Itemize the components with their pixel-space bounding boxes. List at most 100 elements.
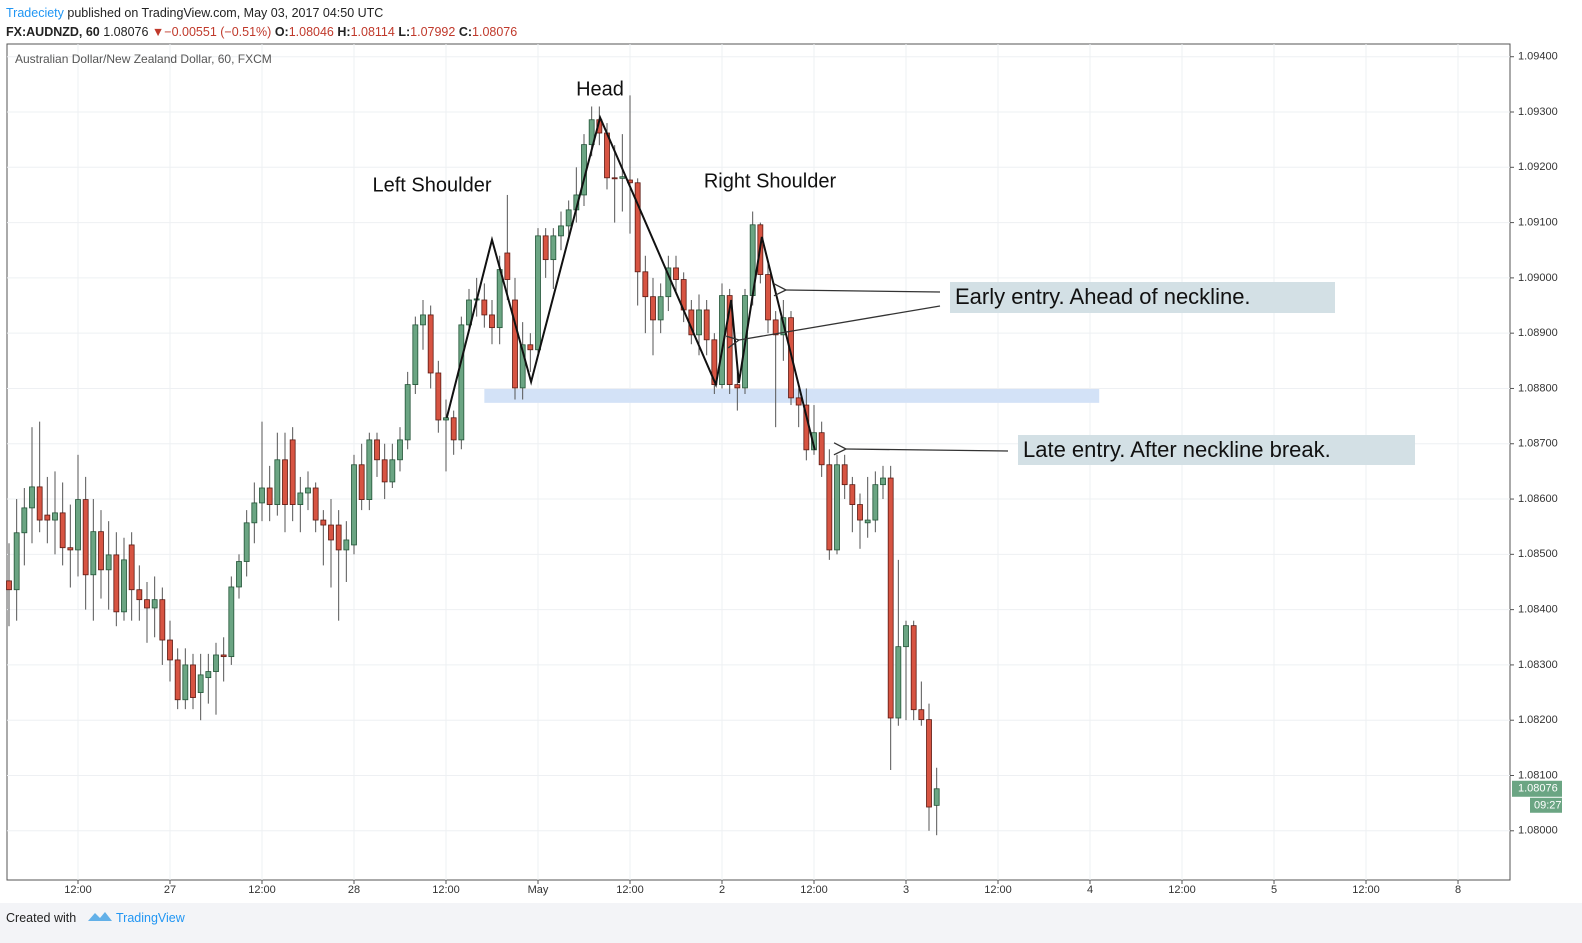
candle-body	[236, 561, 242, 588]
candle-body	[397, 439, 403, 461]
candle-body	[328, 524, 334, 541]
candle-body	[466, 299, 472, 326]
x-tick-label: 12:00	[432, 884, 460, 896]
candle-body	[205, 671, 212, 679]
candle-body	[197, 674, 204, 693]
y-tick-label: 1.08700	[1518, 438, 1558, 450]
h: 1.08114	[350, 25, 395, 39]
pattern-line	[445, 114, 816, 451]
c: 1.08076	[472, 25, 518, 39]
candle-body	[910, 625, 917, 711]
candle-body	[82, 499, 89, 576]
y-tick-label: 1.09400	[1518, 51, 1558, 63]
candle-body	[673, 267, 679, 280]
x-tick-label: 4	[1087, 884, 1093, 896]
candle-body	[366, 439, 373, 500]
candle-body	[128, 544, 135, 591]
c-label: C:	[458, 25, 473, 39]
candle-body	[320, 519, 327, 526]
x-tick-label: 3	[903, 884, 909, 896]
last-price-box	[1512, 780, 1562, 797]
candle-body	[251, 502, 258, 524]
annotation: Head	[576, 78, 624, 100]
candle-body	[52, 512, 58, 521]
candle-body	[765, 274, 771, 321]
candle-body	[67, 547, 74, 551]
candle-body	[266, 487, 273, 505]
y-tick-label: 1.09200	[1518, 161, 1558, 173]
last-price-label: 1.08076	[1518, 783, 1558, 795]
candle-body	[565, 209, 572, 227]
candle-body	[634, 182, 641, 273]
y-tick-label: 1.08800	[1518, 382, 1558, 394]
candle-body	[772, 319, 779, 336]
candle-body	[144, 599, 150, 609]
y-tick-label: 1.08100	[1518, 769, 1558, 781]
x-tick-label: 12:00	[64, 884, 92, 896]
candle-body	[895, 646, 902, 719]
candle-body	[297, 492, 304, 505]
candle-body	[335, 524, 342, 551]
candle-body	[818, 432, 825, 466]
candle-body	[481, 299, 488, 316]
change: −0.00551 (−0.51%)	[164, 25, 272, 39]
logo	[88, 912, 112, 921]
footer-brand[interactable]: TradingView	[116, 911, 185, 925]
candle-body	[880, 477, 886, 486]
candle-body	[167, 639, 173, 661]
candle-body	[29, 486, 35, 509]
candle-body	[619, 176, 626, 179]
candle-body	[289, 439, 296, 505]
candle-body	[458, 324, 465, 441]
candle-body	[213, 654, 219, 672]
x-tick-label: 12:00	[1352, 884, 1380, 896]
y-tick-label: 1.08900	[1518, 327, 1558, 339]
h-label: H:	[337, 25, 351, 39]
header-line: Tradeciety published on TradingView.com,…	[6, 4, 517, 23]
candle-body	[404, 384, 411, 441]
chart: Australian Dollar/New Zealand Dollar, 60…	[6, 43, 1562, 896]
arrow: ▼	[151, 25, 165, 39]
candle-body	[857, 504, 863, 521]
candle-body	[259, 487, 265, 504]
candle-body	[21, 507, 28, 534]
candle-body	[527, 344, 534, 351]
candle-body	[358, 464, 365, 500]
candle-body	[650, 296, 656, 321]
annotation: Right Shoulder	[704, 170, 837, 192]
overlay	[445, 114, 816, 451]
candle-body	[374, 439, 380, 461]
header-line: FX:AUDNZD, 60 1.08076 ▼−0.00551 (−0.51%)…	[6, 23, 517, 42]
candle-body	[496, 269, 503, 329]
candle-body	[381, 459, 388, 483]
candle-body	[918, 709, 925, 721]
candle-body	[443, 417, 449, 421]
l: 1.07992	[410, 25, 456, 39]
candle-body	[926, 719, 932, 808]
candle-body	[136, 589, 143, 601]
x-tick-label: 28	[348, 884, 360, 896]
x-tick-label: 27	[164, 884, 176, 896]
publisher[interactable]: Tradeciety	[6, 6, 64, 20]
x-tick-label: 8	[1455, 884, 1461, 896]
x-tick-label: 12:00	[248, 884, 276, 896]
published: published on TradingView.com, May 03, 20…	[67, 6, 384, 20]
candle-body	[703, 309, 710, 341]
candle-body	[190, 664, 196, 698]
y-tick-label: 1.09100	[1518, 216, 1558, 228]
candle-body	[159, 599, 166, 641]
l-label: L:	[398, 25, 411, 39]
annotation: Early entry. Ahead of neckline.	[955, 284, 1251, 309]
candle-body	[151, 599, 158, 609]
candle-body	[734, 384, 741, 389]
y-tick-label: 1.08500	[1518, 548, 1558, 560]
candle-body	[182, 664, 189, 701]
candle-body	[550, 235, 557, 261]
y-tick-label: 1.09300	[1518, 106, 1558, 118]
candle-body	[450, 417, 457, 441]
x-tick-label: 12:00	[616, 884, 644, 896]
candle-body	[98, 531, 104, 571]
candle-body	[933, 788, 940, 806]
annotation: Late entry. After neckline break.	[1023, 437, 1331, 462]
